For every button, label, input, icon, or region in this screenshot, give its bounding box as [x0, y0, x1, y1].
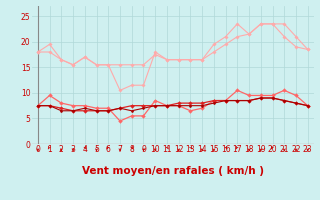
X-axis label: Vent moyen/en rafales ( km/h ): Vent moyen/en rafales ( km/h ): [82, 165, 264, 176]
